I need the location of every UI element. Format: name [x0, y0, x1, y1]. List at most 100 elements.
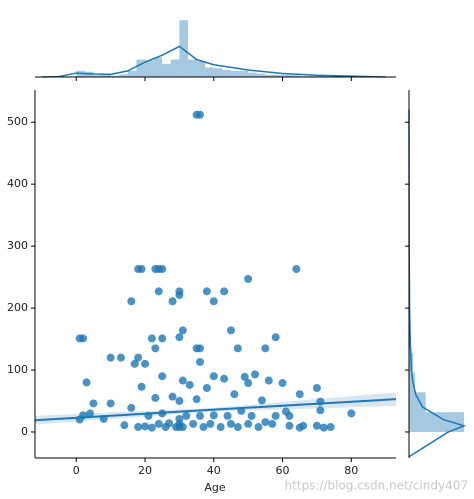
x-tick-label: 0	[73, 464, 80, 477]
x-hist-bar	[187, 59, 197, 77]
point	[209, 411, 218, 420]
point	[233, 344, 242, 353]
point	[151, 393, 160, 402]
y-tick-label: 500	[7, 115, 28, 128]
point	[106, 399, 115, 408]
x-hist-bar	[110, 75, 120, 77]
point	[254, 423, 263, 432]
point	[244, 419, 253, 428]
point	[226, 326, 235, 335]
x-hist-bar	[170, 59, 180, 77]
point	[134, 423, 143, 432]
point	[209, 372, 218, 381]
x-tick-label: 40	[207, 464, 221, 477]
point	[86, 409, 95, 418]
x-hist-bar	[153, 57, 163, 77]
point	[147, 423, 156, 432]
point	[271, 333, 280, 342]
point	[158, 265, 167, 274]
x-tick-label: 20	[138, 464, 152, 477]
point	[196, 411, 205, 420]
point	[261, 418, 270, 427]
point	[209, 297, 218, 306]
x-hist-bar	[205, 67, 214, 77]
point	[178, 376, 187, 385]
point	[137, 265, 146, 274]
point	[116, 353, 125, 362]
point	[141, 422, 150, 431]
x-hist-bar	[102, 74, 111, 77]
point	[130, 359, 139, 368]
x-hist-bar	[291, 75, 300, 77]
point	[316, 406, 325, 415]
x-hist-bar	[127, 70, 137, 77]
point	[168, 392, 177, 401]
x-hist-bar	[136, 59, 146, 77]
point	[226, 419, 235, 428]
point	[312, 421, 321, 430]
point	[319, 423, 328, 432]
point	[257, 396, 266, 405]
x-hist-bar	[119, 74, 128, 77]
point	[223, 411, 232, 420]
point	[220, 287, 229, 296]
point	[240, 372, 249, 381]
x-hist-bar	[316, 75, 326, 77]
regression-ci	[35, 392, 396, 425]
point	[127, 403, 136, 412]
point	[106, 353, 115, 362]
point	[137, 382, 146, 391]
point	[175, 397, 184, 406]
y-hist-bar	[409, 372, 415, 393]
x-tick-label: 60	[276, 464, 290, 477]
point	[271, 411, 280, 420]
point	[175, 414, 184, 423]
x-hist-bar	[230, 70, 240, 77]
y-hist-bar	[409, 412, 465, 432]
point	[244, 379, 253, 388]
point	[196, 357, 205, 366]
y-tick-label: 200	[7, 301, 28, 314]
point	[278, 379, 287, 388]
point	[347, 409, 356, 418]
x-hist-bar	[222, 70, 231, 77]
point	[206, 419, 215, 428]
point	[154, 287, 163, 296]
point	[178, 423, 187, 432]
point	[158, 372, 167, 381]
point	[134, 353, 143, 362]
point	[154, 419, 163, 428]
regression-line	[34, 398, 397, 422]
y-tick-label: 100	[7, 363, 28, 376]
point	[178, 326, 187, 335]
x-tick-label: 80	[344, 464, 358, 477]
y-hist-bar	[409, 392, 426, 413]
x-hist-bar	[282, 74, 292, 77]
point	[151, 344, 160, 353]
point	[216, 423, 225, 432]
x-hist-bar	[93, 75, 103, 77]
point	[292, 265, 301, 274]
x-hist-bar	[145, 60, 154, 77]
x-hist-bar	[265, 74, 274, 77]
point	[79, 334, 88, 343]
x-axis-label: Age	[204, 481, 226, 494]
y-tick-label: 0	[21, 425, 28, 438]
x-hist-bar	[162, 63, 171, 77]
point	[120, 421, 129, 430]
point	[261, 344, 270, 353]
point	[285, 421, 294, 430]
point	[295, 390, 304, 399]
point	[199, 423, 208, 432]
x-kde	[41, 45, 386, 78]
point	[326, 423, 335, 432]
point	[281, 407, 290, 416]
x-hist-bar	[213, 68, 223, 77]
x-hist-bar	[248, 72, 257, 77]
x-hist-bar	[196, 61, 206, 77]
point	[220, 374, 229, 383]
point	[127, 297, 136, 306]
point	[202, 287, 211, 296]
point	[268, 419, 277, 428]
